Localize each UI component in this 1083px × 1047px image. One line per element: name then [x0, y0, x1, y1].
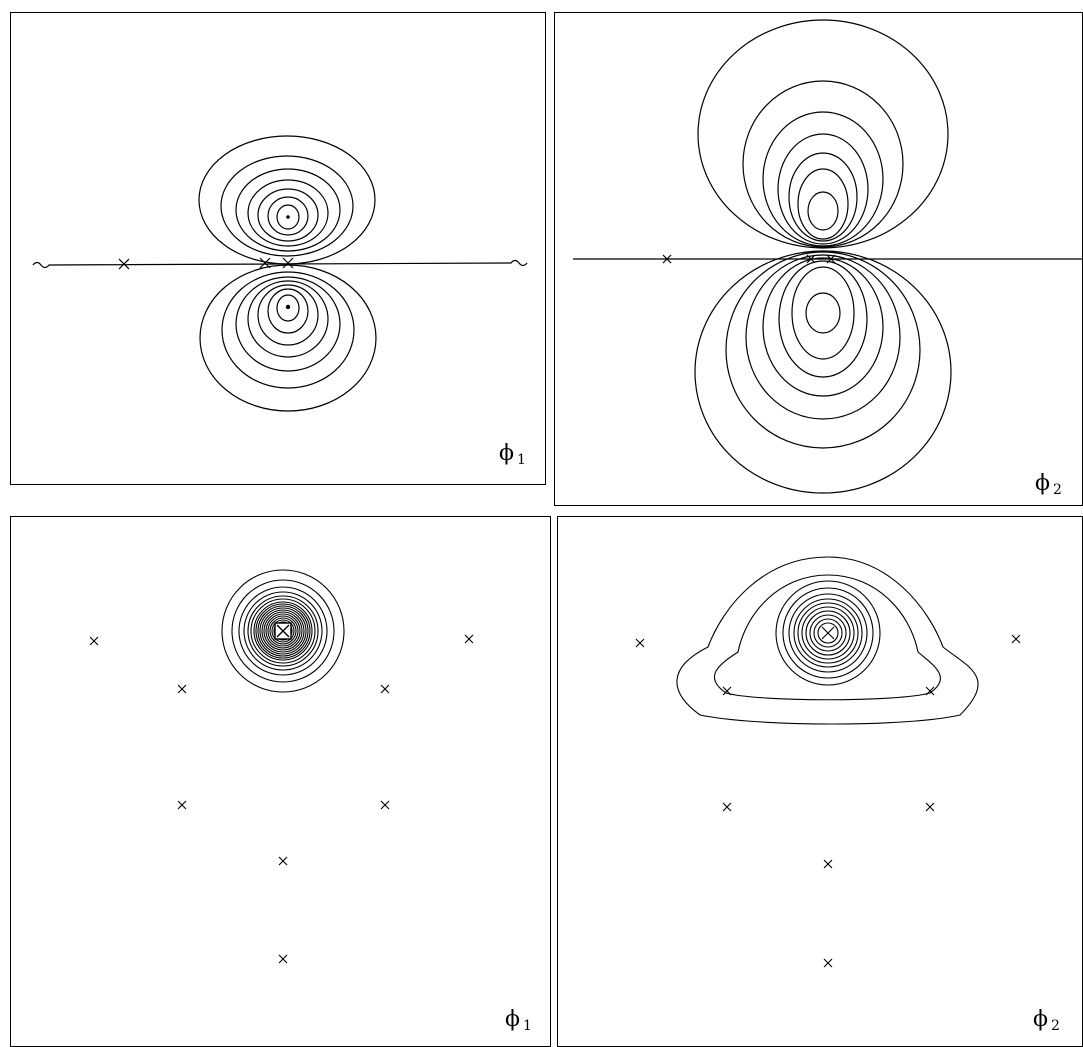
- upper-lobe-contours: [198, 135, 376, 265]
- contour-plot-bottom-right: [635, 556, 1021, 968]
- atom-markers: [89, 634, 474, 964]
- atom-markers: [635, 626, 1021, 968]
- upper-peak-dot: [286, 215, 290, 219]
- atom-markers: [118, 257, 294, 270]
- second-contour: [713, 574, 941, 701]
- contour-plot-top-right: [573, 19, 1082, 494]
- lower-lobe-contours: [199, 264, 377, 412]
- upper-lobe-contours: [697, 19, 949, 249]
- contour-plot-bottom-left: [89, 569, 474, 964]
- concentric-contours: [221, 569, 345, 693]
- outer-contour: [676, 556, 979, 725]
- concentric-contours: [775, 580, 881, 686]
- lower-peak-dot: [285, 304, 291, 310]
- atom-markers: [662, 254, 836, 264]
- contour-plot-top-left: [32, 135, 528, 412]
- lower-lobe-contours: [694, 250, 952, 494]
